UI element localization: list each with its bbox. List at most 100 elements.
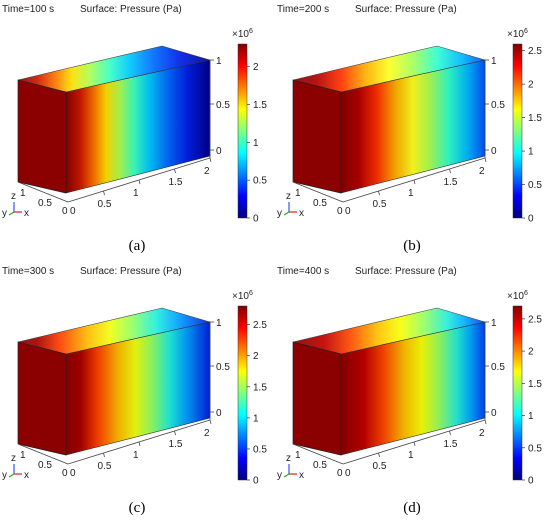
- triad-z-label: z: [11, 453, 16, 464]
- panel-b: Time=200 s Surface: Pressure (Pa) 0 0.5 1 0.5…: [275, 0, 550, 261]
- pressure-plot-c: Time=300 s Surface: Pressure (Pa) 0 0.5 1 0.5…: [2, 266, 267, 516]
- z-tick-label: 1: [491, 56, 497, 67]
- y-tick-label: 0.5: [313, 198, 327, 209]
- x-tick: [413, 441, 416, 447]
- time-label: Time=100 s: [2, 4, 54, 15]
- x-tick: [449, 168, 451, 174]
- axis-triad: zy x: [2, 191, 29, 219]
- colorbar-tick-label: 0.5: [528, 180, 542, 191]
- x-tick-label: 0: [70, 206, 76, 217]
- x-tick: [378, 190, 380, 196]
- colorbar-tick-label: 2: [253, 62, 259, 73]
- z-tick-label: 0.5: [216, 362, 230, 373]
- axis-triad: zy x: [277, 191, 304, 219]
- colorbar-tick-label: 1: [253, 138, 259, 149]
- time-label: Time=400 s: [277, 266, 329, 277]
- colorbar-scale: ×106: [507, 290, 528, 302]
- x-tick-label: 0: [345, 468, 351, 479]
- y-axis-line: [17, 181, 69, 203]
- colorbar-scale-exponent: 6: [249, 28, 253, 35]
- panel-label: (c): [129, 500, 146, 516]
- y-tick-label: 0.5: [38, 198, 52, 209]
- x-tick: [484, 419, 487, 425]
- triad-z-label: z: [286, 453, 291, 464]
- side-shade: [341, 60, 485, 193]
- triad-x-label: x: [24, 208, 29, 219]
- y-tick-label: 0: [337, 206, 343, 217]
- z-tick-label: 1: [216, 318, 222, 329]
- colorbar: [237, 43, 248, 219]
- panel-a: Time=100 s Surface: Pressure (Pa) 0 0.5 1 0.5…: [0, 0, 275, 261]
- triad-y-line: [283, 211, 290, 216]
- triad-y-line: [283, 473, 290, 478]
- y-tick-label: 1: [295, 188, 301, 199]
- x-tick-label: 2: [204, 428, 210, 439]
- colorbar-scale-exponent: 6: [524, 28, 528, 35]
- z-tick-label: 1: [216, 56, 222, 67]
- box-front-face: [292, 341, 342, 456]
- panel-d: Time=400 s Surface: Pressure (Pa) 0 0.5 1 0.5…: [275, 262, 550, 523]
- x-tick-label: 1: [133, 188, 139, 199]
- colorbar-tick-label: 0.5: [253, 176, 267, 187]
- colorbar-tick-label: 1.5: [528, 113, 542, 124]
- colorbar-tick-label: 1.5: [253, 100, 267, 111]
- colorbar-tick-label: 0: [528, 476, 534, 487]
- y-tick-label: 1: [20, 188, 26, 199]
- colorbar-tick-label: 0: [528, 214, 534, 225]
- box-front-face: [17, 341, 67, 456]
- y-tick-label: 0: [62, 206, 68, 217]
- panel-label: (b): [403, 238, 421, 254]
- x-tick: [138, 179, 141, 185]
- panel-label: (a): [129, 238, 146, 254]
- x-tick-label: 0.5: [373, 461, 387, 472]
- y-axis-line: [17, 443, 69, 465]
- axis-triad: zy x: [2, 453, 29, 481]
- colorbar-scale: ×106: [232, 28, 253, 40]
- colorbar-tick-label: 0.5: [528, 443, 542, 454]
- x-tick: [174, 168, 176, 174]
- colorbar: [237, 305, 248, 481]
- surface-label: Surface: Pressure (Pa): [80, 4, 182, 15]
- pressure-plot-a: Time=100 s Surface: Pressure (Pa) 0 0.5 1 0.5…: [2, 4, 267, 254]
- x-tick: [138, 441, 141, 447]
- z-tick-label: 0: [216, 408, 222, 419]
- x-tick: [378, 452, 380, 458]
- z-tick-label: 0: [491, 408, 497, 419]
- side-shade: [341, 322, 485, 455]
- x-tick-label: 0.5: [98, 199, 112, 210]
- x-tick-label: 1: [408, 188, 414, 199]
- z-tick-label: 0.5: [491, 362, 505, 373]
- y-tick-label: 0.5: [313, 460, 327, 471]
- triad-y-label: y: [2, 470, 7, 481]
- colorbar-tick-label: 2: [528, 347, 534, 358]
- pressure-plot-d: Time=400 s Surface: Pressure (Pa) 0 0.5 1 0.5…: [277, 266, 542, 516]
- colorbar-tick-label: 2.5: [253, 320, 267, 331]
- z-tick-label: 0: [216, 146, 222, 157]
- axis-triad: zy x: [277, 453, 304, 481]
- x-tick: [413, 179, 416, 185]
- x-tick: [209, 419, 212, 425]
- panel-c: Time=300 s Surface: Pressure (Pa) 0 0.5 1 0.5…: [0, 262, 275, 523]
- surface-label: Surface: Pressure (Pa): [355, 266, 457, 277]
- y-tick-label: 0: [62, 468, 68, 479]
- x-tick: [449, 430, 451, 436]
- colorbar-tick-label: 2: [528, 80, 534, 91]
- colorbar-scale-exponent: 6: [249, 290, 253, 297]
- x-tick: [103, 452, 105, 458]
- x-tick: [484, 157, 487, 163]
- time-label: Time=200 s: [277, 4, 329, 15]
- colorbar-tick-label: 1: [528, 411, 534, 422]
- colorbar-tick-label: 1.5: [528, 379, 542, 390]
- colorbar-tick-label: 0: [253, 214, 259, 225]
- x-tick-label: 2: [479, 166, 485, 177]
- colorbar: [512, 305, 523, 481]
- colorbar-tick-label: 1.5: [253, 382, 267, 393]
- box-front-face: [17, 79, 67, 194]
- x-tick-label: 1.5: [444, 177, 458, 188]
- x-tick: [209, 157, 212, 163]
- x-tick-label: 0.5: [98, 461, 112, 472]
- x-tick: [103, 190, 105, 196]
- triad-z-label: z: [11, 191, 16, 202]
- y-tick-label: 0.5: [38, 460, 52, 471]
- box-front-face: [292, 79, 342, 194]
